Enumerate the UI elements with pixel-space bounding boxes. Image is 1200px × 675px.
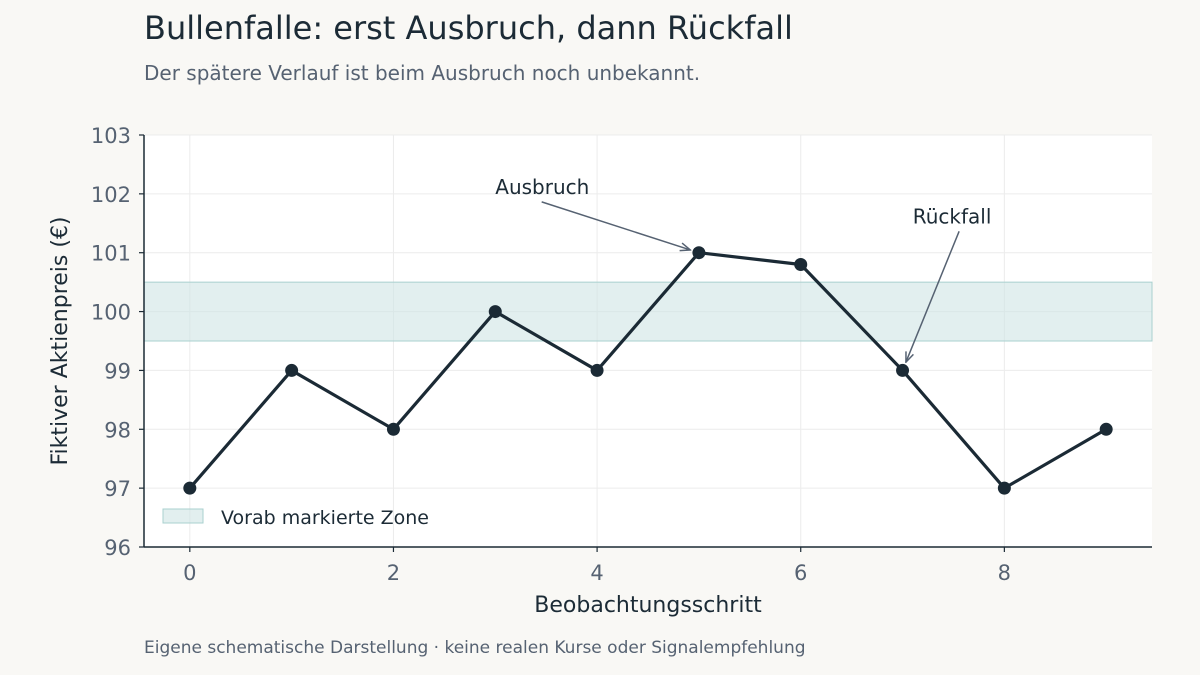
y-tick-label: 96 bbox=[104, 536, 131, 560]
y-tick-label: 99 bbox=[104, 359, 131, 383]
x-tick-label: 6 bbox=[794, 561, 807, 585]
tick-labels: 0 2 4 6 8 96 97 98 99 100 101 102 103 bbox=[91, 124, 1011, 585]
annotation-label: Ausbruch bbox=[495, 175, 589, 199]
chart-title: Bullenfalle: erst Ausbruch, dann Rückfal… bbox=[144, 9, 793, 47]
x-tick-label: 4 bbox=[590, 561, 603, 585]
y-tick-label: 103 bbox=[91, 124, 131, 148]
legend-label: Vorab markierte Zone bbox=[221, 507, 429, 529]
y-tick-label: 98 bbox=[104, 418, 131, 442]
x-tick-label: 0 bbox=[183, 561, 196, 585]
annotation-arrow bbox=[906, 231, 960, 362]
data-point bbox=[794, 257, 808, 271]
annotation-label: Rückfall bbox=[913, 204, 992, 228]
data-point bbox=[183, 481, 197, 495]
x-axis-label: Beobachtungsschritt bbox=[534, 593, 762, 618]
y-tick-label: 101 bbox=[91, 242, 131, 266]
data-point bbox=[590, 363, 604, 377]
data-point bbox=[692, 246, 706, 260]
legend: Vorab markierte Zone bbox=[162, 507, 429, 529]
y-tick-label: 97 bbox=[104, 477, 131, 501]
data-point bbox=[997, 481, 1011, 495]
y-axis-label: Fiktiver Aktienpreis (€) bbox=[48, 216, 73, 465]
y-tick-label: 100 bbox=[91, 301, 131, 325]
price-line bbox=[188, 251, 1108, 490]
data-point bbox=[285, 363, 299, 377]
chart-subtitle: Der spätere Verlauf ist beim Ausbruch no… bbox=[144, 61, 701, 85]
series-layer bbox=[183, 246, 1113, 495]
legend-swatch bbox=[162, 508, 204, 524]
data-point bbox=[1099, 422, 1113, 436]
axes bbox=[139, 134, 1152, 552]
footer-note: Eigene schematische Darstellung · keine … bbox=[144, 638, 806, 658]
data-point bbox=[896, 363, 910, 377]
data-point bbox=[386, 422, 400, 436]
data-point bbox=[488, 305, 502, 319]
annotation-arrow bbox=[541, 201, 691, 250]
x-tick-label: 8 bbox=[998, 561, 1011, 585]
annotations: Ausbruch Rückfall bbox=[495, 175, 991, 362]
x-tick-label: 2 bbox=[387, 561, 400, 585]
y-tick-label: 102 bbox=[91, 183, 131, 207]
